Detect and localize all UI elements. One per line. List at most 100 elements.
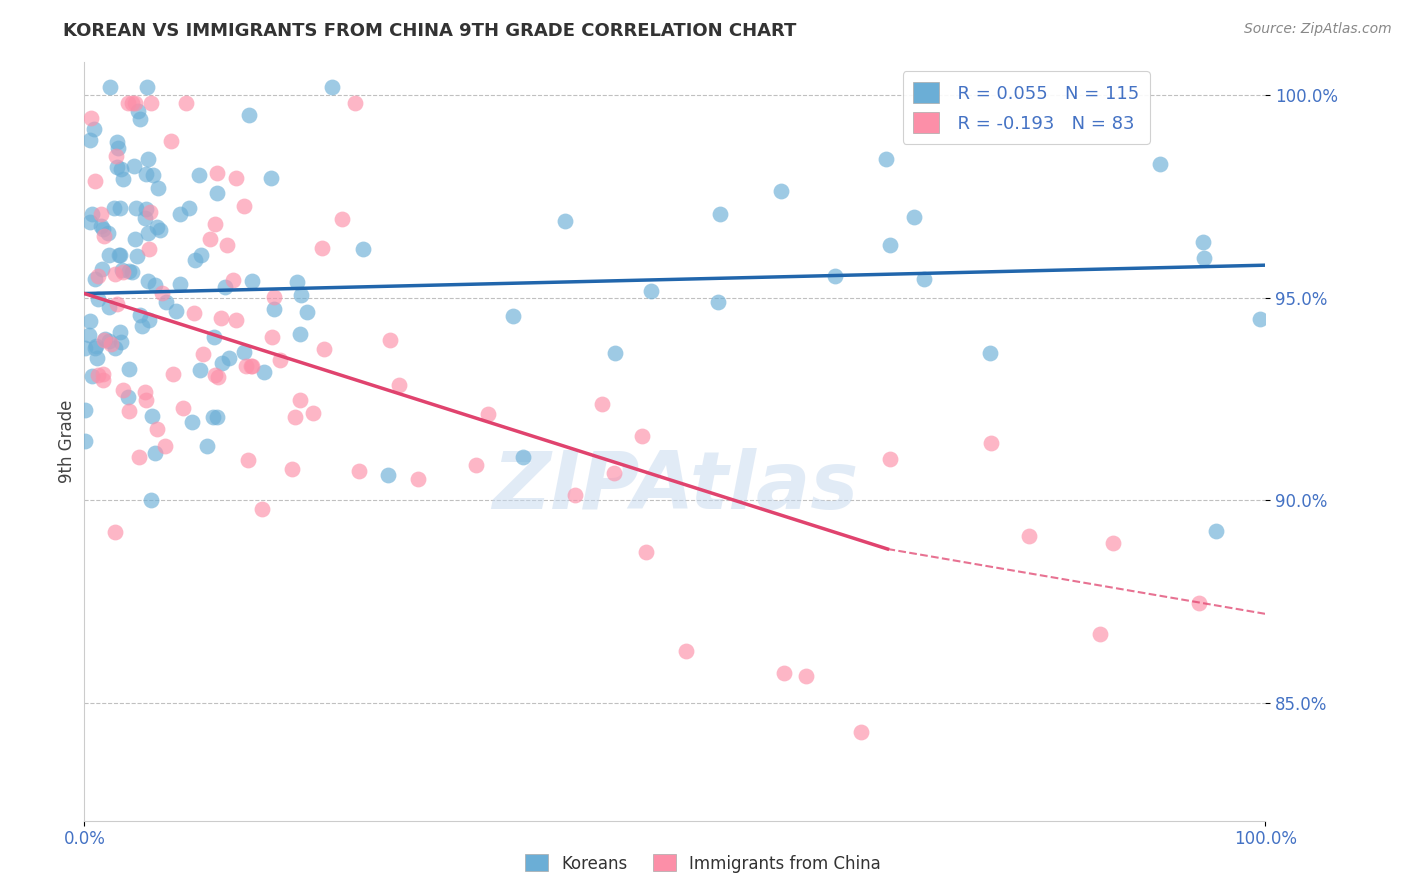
- Point: [232, 345, 254, 359]
- Point: [104, 525, 127, 540]
- Point: [162, 367, 184, 381]
- Point: [165, 304, 187, 318]
- Point: [139, 95, 162, 110]
- Point: [105, 135, 128, 149]
- Point: [198, 232, 221, 246]
- Point: [146, 220, 169, 235]
- Point: [287, 276, 309, 290]
- Point: [86, 292, 108, 306]
- Point: [269, 353, 291, 368]
- Point: [675, 643, 697, 657]
- Point: [502, 309, 524, 323]
- Point: [135, 167, 157, 181]
- Point: [118, 404, 141, 418]
- Point: [640, 284, 662, 298]
- Point: [146, 422, 169, 436]
- Point: [406, 472, 429, 486]
- Point: [98, 79, 121, 94]
- Point: [111, 263, 134, 277]
- Point: [603, 467, 626, 481]
- Point: [129, 308, 152, 322]
- Point: [301, 406, 323, 420]
- Point: [235, 359, 257, 373]
- Point: [90, 207, 112, 221]
- Point: [169, 277, 191, 292]
- Point: [295, 305, 318, 319]
- Point: [96, 226, 118, 240]
- Point: [202, 330, 225, 344]
- Point: [464, 458, 486, 473]
- Point: [108, 248, 131, 262]
- Point: [136, 79, 159, 94]
- Point: [184, 252, 207, 267]
- Point: [124, 201, 146, 215]
- Point: [209, 311, 232, 326]
- Point: [202, 409, 225, 424]
- Point: [849, 725, 872, 739]
- Point: [205, 186, 228, 201]
- Point: [233, 199, 256, 213]
- Point: [134, 384, 156, 399]
- Point: [238, 107, 260, 121]
- Point: [190, 247, 212, 261]
- Point: [112, 265, 135, 279]
- Point: [73, 341, 96, 355]
- Point: [128, 450, 150, 465]
- Point: [218, 351, 240, 365]
- Point: [118, 264, 141, 278]
- Point: [824, 268, 846, 283]
- Point: [103, 201, 125, 215]
- Point: [136, 226, 159, 240]
- Point: [153, 439, 176, 453]
- Point: [98, 300, 121, 314]
- Point: [83, 272, 105, 286]
- Point: [79, 133, 101, 147]
- Point: [1090, 627, 1112, 641]
- Point: [112, 384, 135, 398]
- Text: KOREAN VS IMMIGRANTS FROM CHINA 9TH GRADE CORRELATION CHART: KOREAN VS IMMIGRANTS FROM CHINA 9TH GRAD…: [63, 22, 797, 40]
- Point: [378, 333, 401, 347]
- Point: [709, 207, 731, 221]
- Point: [195, 439, 218, 453]
- Point: [86, 351, 108, 365]
- Point: [259, 171, 281, 186]
- Point: [263, 290, 285, 304]
- Point: [93, 333, 115, 347]
- Point: [87, 269, 110, 284]
- Point: [121, 95, 143, 110]
- Point: [82, 206, 104, 220]
- Point: [172, 401, 194, 416]
- Point: [103, 342, 125, 356]
- Point: [288, 326, 311, 341]
- Point: [84, 341, 107, 355]
- Point: [1192, 252, 1215, 266]
- Point: [75, 403, 97, 417]
- Point: [377, 468, 399, 483]
- Point: [634, 545, 657, 559]
- Point: [136, 152, 159, 166]
- Point: [288, 393, 311, 408]
- Point: [110, 325, 132, 339]
- Text: Source: ZipAtlas.com: Source: ZipAtlas.com: [1244, 22, 1392, 37]
- Y-axis label: 9th Grade: 9th Grade: [58, 400, 76, 483]
- Point: [225, 313, 247, 327]
- Point: [135, 392, 157, 407]
- Point: [127, 104, 149, 119]
- Point: [174, 95, 197, 110]
- Point: [146, 181, 169, 195]
- Point: [131, 318, 153, 333]
- Point: [236, 453, 259, 467]
- Point: [1102, 535, 1125, 549]
- Point: [155, 294, 177, 309]
- Point: [124, 95, 146, 110]
- Point: [205, 410, 228, 425]
- Point: [591, 397, 613, 411]
- Point: [93, 229, 115, 244]
- Point: [207, 370, 229, 384]
- Point: [181, 415, 204, 429]
- Point: [145, 277, 167, 292]
- Point: [117, 95, 139, 110]
- Point: [980, 436, 1002, 450]
- Point: [138, 274, 160, 288]
- Point: [94, 332, 117, 346]
